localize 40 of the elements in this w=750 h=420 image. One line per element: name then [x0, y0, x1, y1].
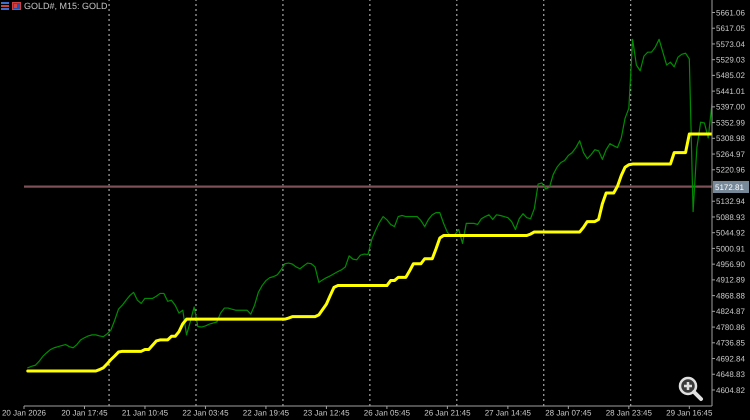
x-tick-label: 26 Jan 05:45 — [364, 408, 411, 418]
y-tick-label: 4912.89 — [716, 276, 746, 285]
line-series — [27, 38, 712, 368]
x-tick-label: 22 Jan 19:45 — [242, 408, 290, 418]
y-tick-label: 4648.83 — [716, 370, 746, 380]
x-tick-label: 28 Jan 23:45 — [606, 408, 653, 418]
x-tick-label: 20 Jan 2026 — [2, 408, 47, 418]
y-tick-label: 4692.84 — [716, 354, 746, 364]
y-tick-label: 5264.97 — [716, 150, 746, 159]
y-tick-label: 5661.06 — [716, 8, 746, 18]
y-tick-label: 5220.96 — [716, 166, 746, 175]
y-tick-label: 5088.93 — [716, 212, 746, 222]
x-tick-label: 21 Jan 10:45 — [122, 408, 169, 418]
x-tick-label: 23 Jan 12:45 — [303, 408, 350, 418]
x-tick-label: 26 Jan 21:45 — [424, 408, 472, 418]
y-tick-label: 5000.91 — [716, 244, 746, 254]
y-tick-label: 4604.82 — [716, 386, 746, 395]
y-tick-label: 4780.86 — [716, 322, 746, 332]
x-tick-label: 20 Jan 17:45 — [61, 408, 108, 418]
y-tick-label: 5485.02 — [716, 71, 746, 80]
y-tick-label: 4736.85 — [716, 338, 746, 348]
x-tick-label: 29 Jan 16:45 — [666, 408, 713, 418]
y-tick-label: 5308.98 — [716, 134, 746, 144]
y-tick-label: 5441.01 — [716, 86, 746, 96]
y-tick-label: 5529.03 — [716, 56, 746, 65]
line-series — [26, 132, 712, 372]
y-tick-label: 5617.05 — [716, 24, 746, 34]
chart-title: GOLD#, M15: GOLD — [24, 1, 108, 11]
y-tick-label: 5352.99 — [716, 118, 746, 128]
y-tick-label: 5132.94 — [716, 197, 746, 206]
x-tick-label: 27 Jan 14:45 — [484, 408, 532, 418]
x-tick-label: 22 Jan 03:45 — [182, 408, 230, 418]
x-tick-label: 28 Jan 07:45 — [545, 408, 592, 418]
y-tick-label: 4956.90 — [716, 260, 746, 269]
ref-line-label: 5172.81 — [715, 182, 744, 192]
y-tick-label: 5044.92 — [716, 228, 746, 238]
y-tick-label: 4868.88 — [716, 291, 746, 300]
y-tick-label: 5573.04 — [716, 40, 746, 49]
y-tick-label: 5397.00 — [716, 102, 746, 112]
y-tick-label: 4824.87 — [716, 307, 746, 316]
